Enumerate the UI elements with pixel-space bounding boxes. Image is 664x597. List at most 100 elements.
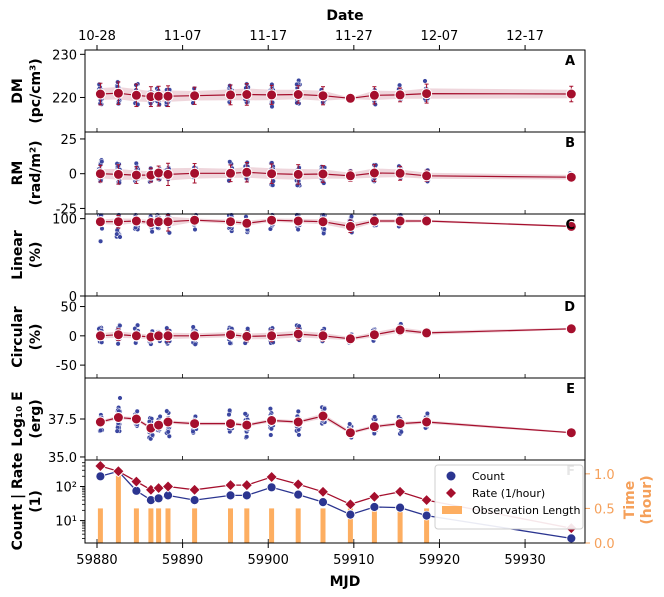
mean-marker (344, 427, 356, 439)
mean-marker (317, 410, 329, 422)
rate-marker (112, 465, 125, 478)
burst-point (227, 407, 233, 413)
mean-marker (421, 416, 433, 428)
mean-marker (344, 92, 356, 104)
burst-point (117, 234, 123, 240)
burst-point (347, 421, 353, 427)
panel-b: -25 0 25 B RM (rad/m²) (10, 131, 586, 217)
bottom-mjd-axis: MJD 59880 59890 59900 59910 59920 59930 (76, 543, 546, 590)
mean-marker (189, 418, 201, 430)
burst-point (192, 226, 198, 233)
ytick-label: 10² (55, 481, 77, 496)
mean-marker (225, 418, 236, 430)
date-tick-label: 11-17 (249, 29, 287, 44)
burst-point (245, 326, 251, 332)
mean-marker (112, 168, 124, 180)
count-marker (266, 482, 277, 493)
count-marker (369, 502, 380, 512)
mean-marker (130, 330, 142, 342)
ytick-label: 220 (52, 91, 77, 106)
mean-marker (241, 166, 253, 178)
mean-marker (225, 89, 236, 101)
panel-letter: B (565, 136, 575, 151)
mean-marker (292, 89, 304, 100)
burst-point (295, 226, 301, 233)
burst-point (157, 413, 163, 420)
count-marker (421, 510, 432, 521)
mean-marker (292, 328, 304, 340)
count-marker (153, 493, 164, 504)
rate-marker (240, 479, 253, 492)
mean-marker (189, 167, 201, 179)
observation-bar (165, 508, 171, 543)
observation-bar (295, 508, 301, 543)
mean-marker (266, 330, 278, 342)
mean-marker (153, 330, 165, 342)
burst-point (192, 341, 198, 347)
burst-point (98, 427, 104, 433)
count-marker (345, 509, 356, 520)
mean-marker (368, 215, 380, 227)
burst-point (321, 230, 327, 236)
panel-letter: D (564, 300, 575, 315)
burst-point (134, 408, 140, 414)
burst-point (226, 412, 232, 418)
rate-marker (344, 498, 357, 511)
ylabel-line2: (erg) (28, 399, 44, 438)
panel-a: 220 230 A DM (pc/cm³) (10, 48, 586, 133)
burst-point (99, 159, 105, 165)
rate-marker (316, 485, 330, 498)
mean-marker (241, 89, 253, 100)
burst-point (296, 323, 302, 329)
burst-point (227, 83, 233, 89)
burst-point (227, 159, 233, 165)
burst-point (165, 429, 171, 435)
date-tick-label: 10-28 (78, 29, 116, 44)
date-tick-label: 12-07 (421, 29, 459, 44)
burst-point (115, 341, 121, 347)
mean-marker (266, 168, 278, 180)
mean-marker (94, 216, 106, 228)
legend-count-marker (446, 471, 456, 481)
legend-obs-marker (442, 506, 462, 514)
date-tick-label: 11-27 (335, 29, 373, 44)
mean-marker (317, 330, 329, 342)
mean-marker (421, 215, 433, 227)
count-marker (293, 489, 304, 500)
mean-marker (94, 168, 106, 180)
ylabel-line2: (pc/cm³) (28, 58, 44, 123)
mean-marker (394, 215, 406, 227)
observation-bar (269, 508, 275, 543)
mean-marker (225, 216, 236, 228)
observation-bar (347, 508, 353, 543)
confidence-band (100, 167, 572, 181)
rate-marker (94, 459, 107, 473)
observation-bar (156, 508, 162, 543)
mean-marker (162, 330, 174, 342)
mean-marker (162, 90, 174, 102)
observation-bar (320, 508, 326, 543)
observation-bar (133, 508, 139, 543)
burst-point (242, 411, 248, 417)
mjd-tick-label: 59930 (504, 553, 545, 568)
burst-point (348, 213, 355, 220)
ytick-label: 0 (69, 168, 77, 183)
observation-bar (97, 508, 103, 543)
mean-marker (421, 170, 433, 182)
rate-marker (292, 478, 305, 491)
burst-point (190, 428, 196, 435)
burst-point (135, 322, 141, 328)
mean-marker (266, 214, 278, 226)
ylabel-line2: (%) (28, 324, 44, 351)
panel-e: 35.0 37.5 E Log₁₀ E (erg) (10, 377, 586, 466)
mean-marker (112, 412, 124, 423)
rate-marker (420, 494, 433, 507)
count-marker (225, 490, 236, 501)
burst-point (244, 434, 250, 440)
mean-marker (112, 216, 124, 228)
ytick-label: -25 (56, 202, 77, 217)
mean-marker (162, 216, 174, 228)
ytick-label: 35.0 (48, 451, 77, 466)
mean-marker (565, 220, 577, 232)
